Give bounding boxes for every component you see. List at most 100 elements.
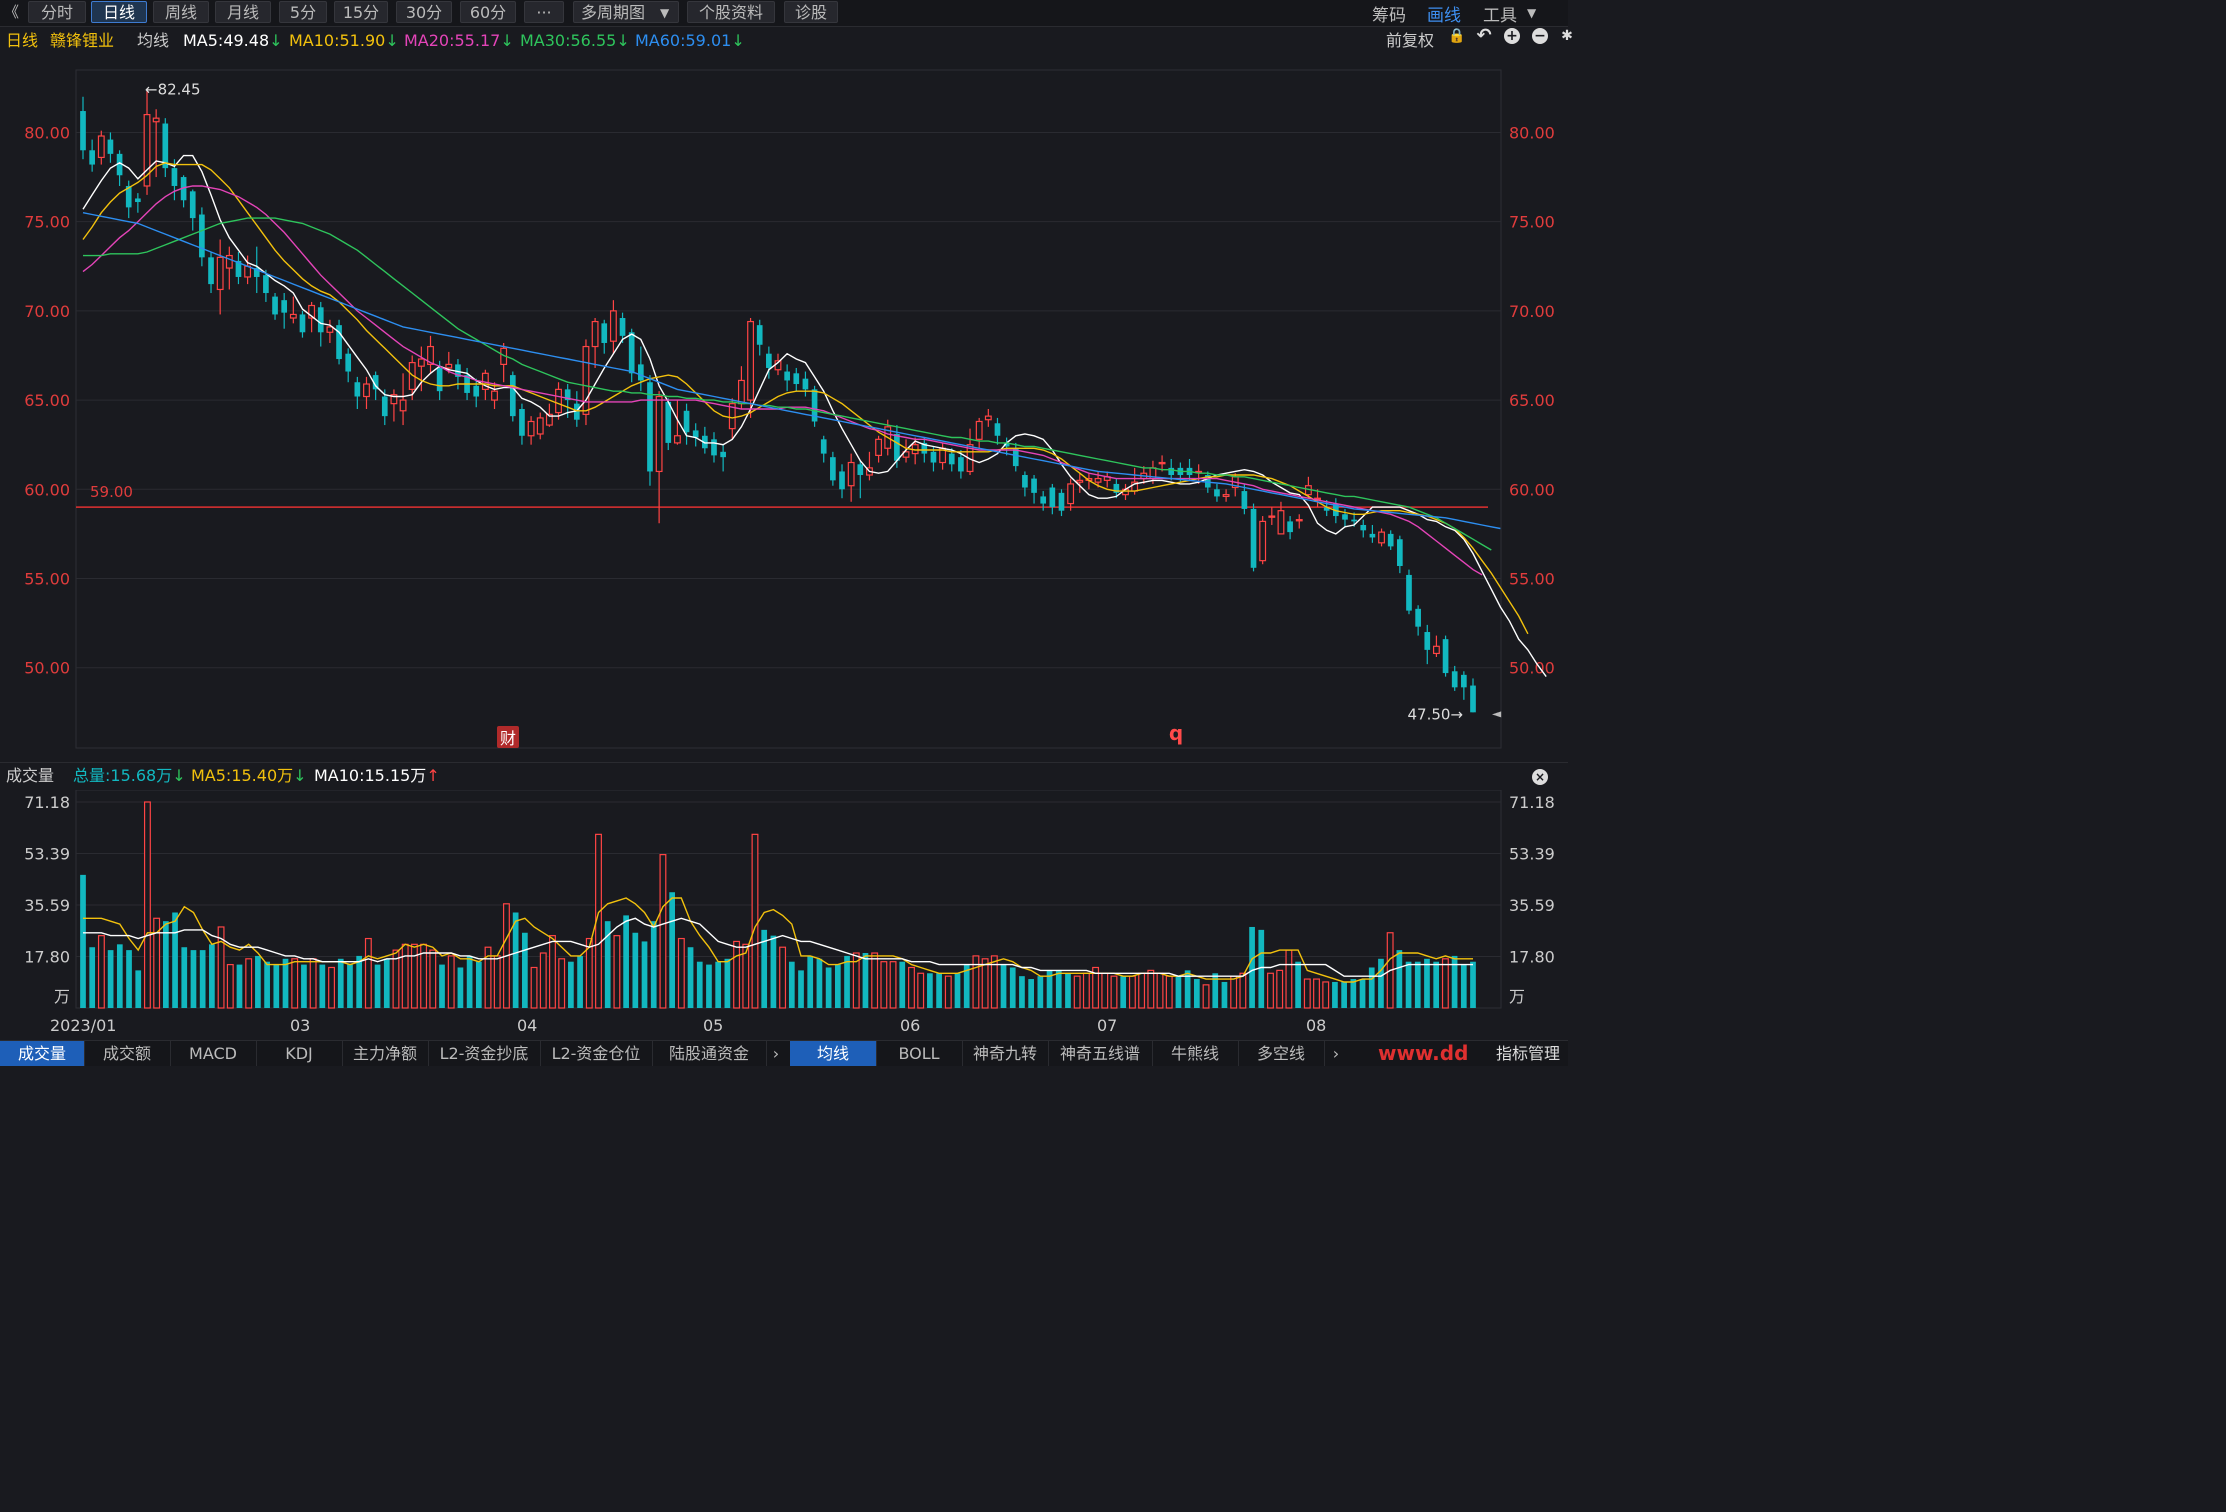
ma-label[interactable]: 均线 <box>137 31 170 50</box>
indicator-tab[interactable]: L2-资金仓位 <box>540 1041 653 1066</box>
zoom-out-icon[interactable]: − <box>1532 28 1548 44</box>
volume-bar <box>834 964 841 1008</box>
volume-chart[interactable]: 71.18 71.18 53.39 53.39 35.59 35.59 17.80 17.80… <box>0 790 1568 1012</box>
candle <box>637 346 644 392</box>
volume-bar <box>1009 967 1016 1008</box>
indicator-tab[interactable]: 陆股通资金 <box>652 1041 767 1066</box>
volume-bar <box>392 949 400 1009</box>
candle-body <box>116 153 123 176</box>
period-tab[interactable]: 个股资料 <box>687 1 775 23</box>
period-tab[interactable]: 15分 <box>334 1 388 23</box>
candle <box>491 382 498 409</box>
candle-body <box>427 345 434 365</box>
adjust-button[interactable]: 前复权 <box>1386 31 1435 50</box>
candle <box>1378 528 1385 547</box>
tools-button[interactable]: 工具 <box>1483 6 1517 26</box>
volume-bar <box>669 892 675 1008</box>
candle <box>1397 535 1403 574</box>
y-tick-right: 65.00 <box>1509 391 1555 410</box>
overlay-tab[interactable]: 神奇九转 <box>962 1041 1049 1066</box>
overlay-tab[interactable]: 牛熊线 <box>1152 1041 1239 1066</box>
indicator-tab[interactable]: 主力净额 <box>342 1041 429 1066</box>
candle-body <box>1461 674 1467 688</box>
indicator-tab[interactable]: MACD <box>170 1041 257 1066</box>
candle-body <box>345 353 352 372</box>
candle <box>199 207 205 267</box>
candle-body <box>372 375 379 390</box>
volume-bar <box>632 932 639 1008</box>
candle <box>1222 489 1230 502</box>
candle-body <box>152 117 160 123</box>
volume-bar <box>880 961 888 1009</box>
candle-body <box>564 389 571 401</box>
tools-dropdown-icon[interactable]: ▼ <box>1527 6 1537 20</box>
candle <box>289 296 297 324</box>
undo-icon[interactable]: ↶ <box>1476 25 1492 46</box>
indicator-tab[interactable]: L2-资金抄底 <box>428 1041 541 1066</box>
candle <box>509 371 516 422</box>
candle-body <box>1287 521 1293 533</box>
period-tab[interactable]: 诊股 <box>784 1 838 23</box>
candle <box>417 346 425 392</box>
candle <box>80 96 86 160</box>
overlay-tab[interactable]: 多空线 <box>1238 1041 1325 1066</box>
candlestick-chart[interactable]: 80.00 80.00 75.00 75.00 70.00 70.00 65.00 65.00… <box>0 56 1568 760</box>
zoom-in-icon[interactable]: + <box>1504 28 1520 44</box>
candle <box>473 378 480 408</box>
volume-bar <box>291 958 299 1009</box>
period-tab[interactable]: 分时 <box>28 1 86 23</box>
candle-body <box>1241 491 1248 509</box>
candle <box>875 435 883 463</box>
volume-label: 成交量 <box>6 766 55 785</box>
volume-bar <box>1276 969 1284 1009</box>
volume-bar <box>209 944 215 1008</box>
candle-body <box>994 423 1001 436</box>
indicator-manage-button[interactable]: 指标管理 <box>1495 1044 1560 1063</box>
back-button[interactable]: 《 <box>4 3 20 21</box>
volume-bar <box>807 955 814 1008</box>
candle-body <box>1295 519 1303 522</box>
candle <box>263 269 269 302</box>
indicator-tab[interactable]: 成交量 <box>0 1041 85 1066</box>
vol-y-tick-right: 35.59 <box>1509 896 1555 915</box>
period-tab[interactable]: ··· <box>524 1 564 23</box>
overlay-tab[interactable]: 均线 <box>790 1041 877 1066</box>
indicator-tab[interactable]: 成交额 <box>84 1041 171 1066</box>
settings-icon[interactable]: ✱ <box>1561 28 1573 44</box>
candle-body <box>143 114 151 187</box>
candle-body <box>216 256 224 291</box>
volume-bar <box>936 973 942 1008</box>
chevron-right-icon[interactable]: › <box>1332 1044 1340 1063</box>
ma-line-ma60 <box>82 212 1501 530</box>
volume-bar <box>899 961 906 1008</box>
draw-button[interactable]: 画线 <box>1427 6 1461 26</box>
period-tab[interactable]: 日线 <box>91 1 147 23</box>
candle <box>1031 475 1037 504</box>
candle-body <box>1158 461 1166 465</box>
indicator-tab[interactable]: KDJ <box>256 1041 343 1066</box>
lock-icon[interactable]: 🔒 <box>1448 28 1466 44</box>
overlay-tab[interactable]: BOLL <box>876 1041 963 1066</box>
candle-body <box>1387 533 1394 547</box>
candle-body <box>545 413 553 426</box>
multi-period-dropdown-icon[interactable]: ▼ <box>660 6 670 20</box>
volume-bar <box>779 946 787 1009</box>
period-tab[interactable]: 多周期图 <box>573 1 679 23</box>
candle <box>345 348 352 383</box>
chevron-right-icon[interactable]: › <box>772 1044 780 1063</box>
period-tab[interactable]: 周线 <box>153 1 209 23</box>
candle-body <box>1342 514 1348 520</box>
volume-bar <box>1332 981 1338 1008</box>
period-tab[interactable]: 月线 <box>215 1 271 23</box>
candle <box>308 301 316 333</box>
close-icon[interactable]: × <box>1532 769 1548 785</box>
volume-bar <box>623 915 629 1008</box>
candle-body <box>802 378 809 390</box>
overlay-tab[interactable]: 神奇五线谱 <box>1048 1041 1153 1066</box>
period-tab[interactable]: 60分 <box>460 1 516 23</box>
candle-body <box>711 439 717 456</box>
chip-button[interactable]: 筹码 <box>1372 6 1406 26</box>
period-tab[interactable]: 30分 <box>396 1 452 23</box>
period-tab[interactable]: 5分 <box>279 1 327 23</box>
volume-bar <box>116 944 123 1008</box>
